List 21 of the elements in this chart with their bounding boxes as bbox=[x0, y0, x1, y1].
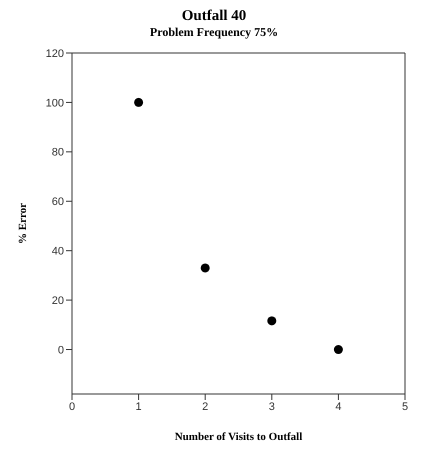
point bbox=[334, 345, 343, 354]
point bbox=[200, 263, 210, 272]
chart-subtitle: Problem Frequency 75% bbox=[148, 25, 280, 40]
point bbox=[267, 316, 276, 326]
y-tick-label: 100 bbox=[46, 97, 64, 110]
x-tick-label: 1 bbox=[136, 400, 142, 413]
y-axis-title: % Error bbox=[16, 202, 29, 244]
y-tick-label: 80 bbox=[52, 146, 64, 159]
y-tick-label: 60 bbox=[52, 196, 64, 208]
x-axis-title: Number of Visits to Outfall bbox=[174, 431, 302, 443]
y-tick-label: 20 bbox=[52, 295, 64, 308]
point bbox=[134, 98, 144, 107]
x-tick-label: 5 bbox=[402, 400, 408, 413]
chart-title: Outfall 40 bbox=[180, 8, 248, 25]
y-tick-label: 40 bbox=[52, 246, 64, 258]
y-tick-label: 0 bbox=[58, 344, 64, 356]
x-tick-label: 2 bbox=[202, 400, 208, 413]
y-tick-label: 120 bbox=[46, 48, 64, 60]
x-tick-label: 0 bbox=[68, 400, 76, 413]
x-tick-label: 4 bbox=[335, 400, 342, 413]
x-tick-label: 3 bbox=[268, 400, 275, 413]
